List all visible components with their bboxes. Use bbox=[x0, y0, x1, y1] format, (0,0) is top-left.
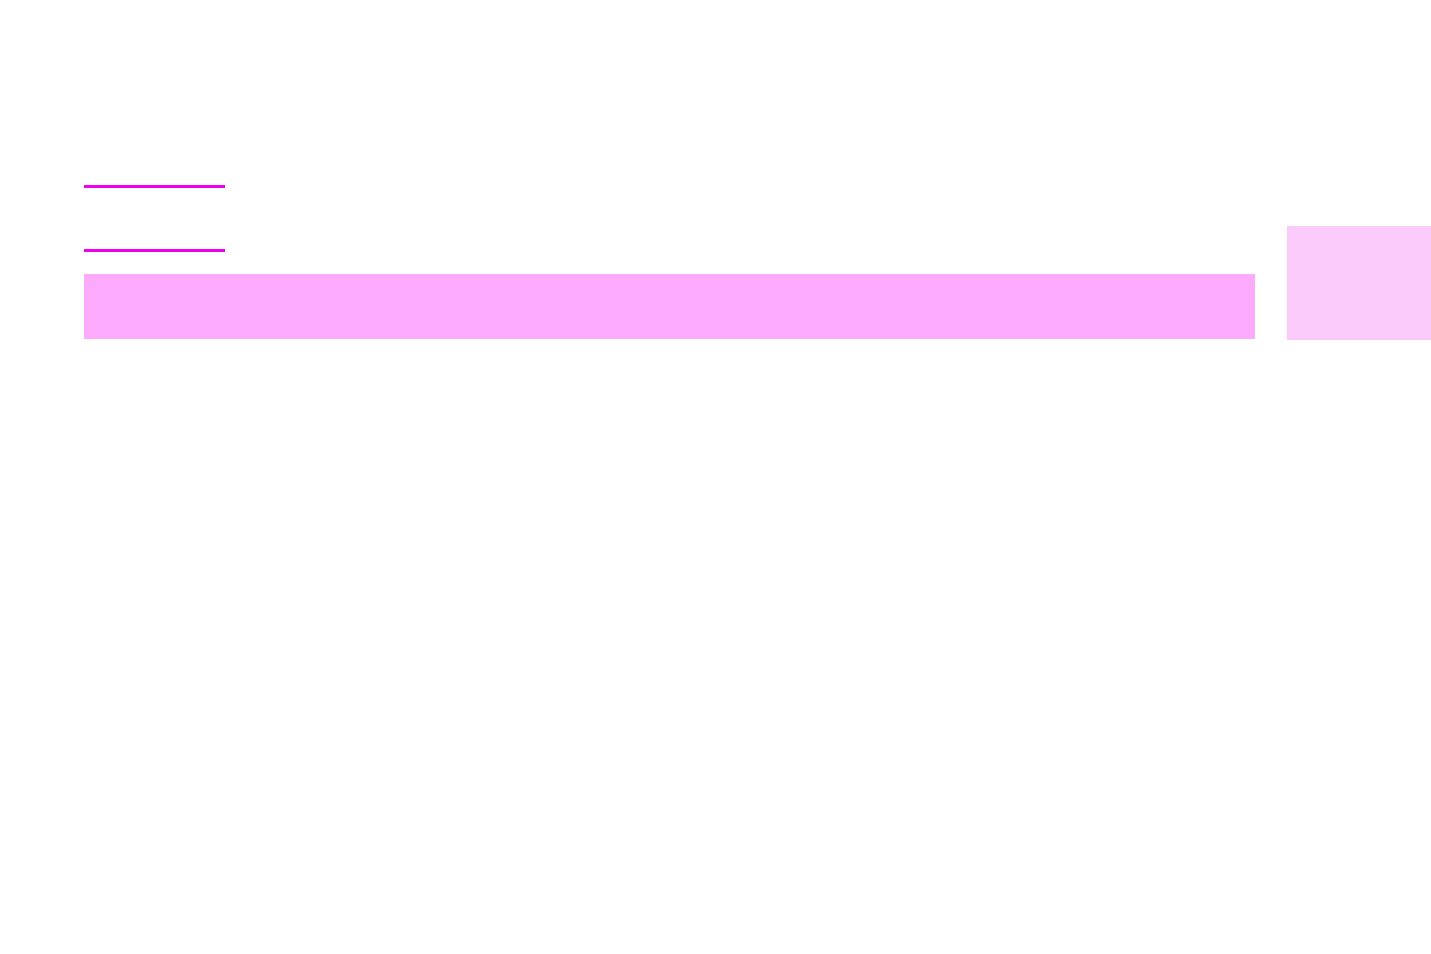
horizontal-line-1 bbox=[84, 185, 225, 188]
right-block bbox=[1287, 226, 1431, 340]
horizontal-line-2 bbox=[84, 249, 225, 252]
main-block bbox=[84, 274, 1255, 339]
